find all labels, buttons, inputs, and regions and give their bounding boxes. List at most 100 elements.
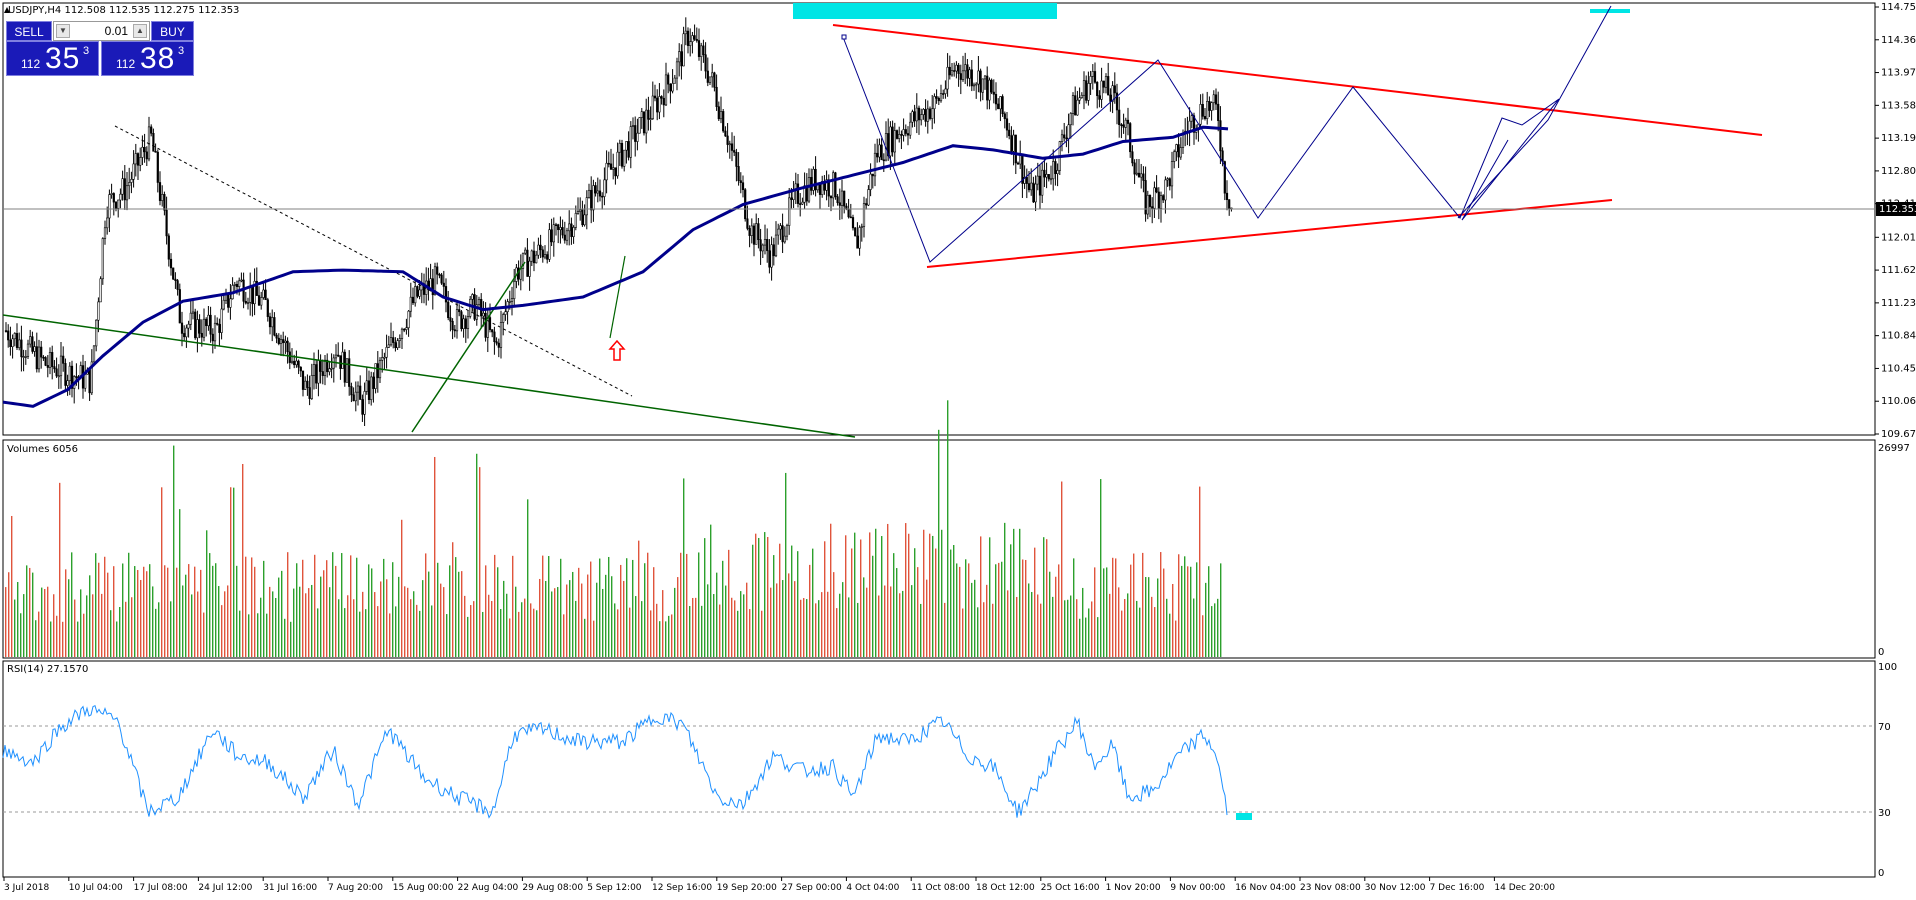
candle-body — [1074, 95, 1077, 116]
time-axis-label: 14 Dec 20:00 — [1494, 883, 1555, 893]
sell-button[interactable]: SELL — [6, 21, 52, 41]
volume-bar — [461, 571, 463, 657]
candle-body — [345, 358, 349, 383]
buy-button[interactable]: BUY — [151, 21, 194, 41]
candle-body — [64, 363, 67, 386]
candle-body — [975, 83, 978, 86]
candle-body — [497, 342, 500, 348]
lot-size-input[interactable] — [72, 22, 131, 40]
candle-body — [847, 208, 850, 218]
candle-body — [1225, 192, 1229, 200]
volume-bar — [842, 582, 844, 657]
time-axis-label: 25 Oct 16:00 — [1041, 883, 1100, 893]
volume-bar — [956, 563, 958, 657]
candle-body — [968, 69, 971, 79]
candle-body — [312, 364, 316, 376]
volume-bar — [626, 558, 628, 657]
candle-body — [66, 380, 69, 386]
candle-body — [33, 346, 36, 352]
volume-bar — [947, 400, 949, 657]
volume-bar — [590, 561, 592, 657]
collapse-triangle-icon[interactable] — [4, 7, 10, 13]
candle-body — [1049, 178, 1053, 181]
volume-bar — [176, 567, 178, 657]
candle-body — [367, 380, 371, 400]
candle-body — [385, 346, 388, 358]
volume-bar — [821, 592, 823, 657]
candle-body — [438, 273, 441, 276]
candle-body — [737, 166, 740, 181]
buy-price-button[interactable]: 112 38 3 — [101, 41, 194, 76]
candle-body — [222, 299, 225, 310]
volume-bar — [185, 574, 187, 657]
volume-bar — [14, 599, 16, 657]
volume-bar — [203, 612, 205, 657]
candle-body — [244, 300, 247, 304]
candle-body — [902, 129, 905, 136]
candle-body — [1065, 137, 1068, 140]
candle-body — [926, 108, 929, 122]
candle-body — [455, 309, 459, 332]
candle-body — [1208, 100, 1211, 111]
volume-bar — [860, 539, 862, 657]
volume-bar — [77, 621, 79, 657]
volume-bar — [440, 583, 442, 657]
candle-body — [15, 333, 19, 348]
projection-line — [1457, 5, 1612, 219]
volume-bar — [818, 600, 820, 657]
volume-bar — [1193, 598, 1195, 657]
volume-bar — [227, 585, 229, 657]
candle-body — [1148, 194, 1152, 207]
candle-body — [9, 339, 12, 348]
time-axis-label: 12 Sep 16:00 — [652, 883, 712, 893]
volume-bar — [488, 594, 490, 657]
lot-decrease-icon[interactable]: ▼ — [56, 24, 70, 38]
candle-body — [99, 278, 102, 303]
candle-body — [548, 229, 551, 260]
volume-bar — [1196, 562, 1198, 657]
anchor-point-marker — [841, 34, 847, 40]
volume-bar — [704, 538, 706, 657]
candle-body — [1166, 178, 1169, 181]
volume-bar — [848, 597, 850, 657]
candle-body — [964, 64, 967, 72]
candle-body — [803, 185, 806, 203]
top-highlight-bar — [793, 3, 1057, 19]
volume-bar — [920, 603, 922, 657]
volume-bar — [758, 537, 760, 657]
volume-bar — [410, 599, 412, 657]
candle-body — [1104, 76, 1108, 88]
time-axis: 3 Jul 2018 10 Jul 04:00 17 Jul 08:00 24 Jul… — [3, 877, 1555, 893]
volume-bar — [377, 606, 379, 657]
candle-body — [579, 209, 582, 212]
candle-body — [876, 152, 879, 158]
candle-body — [961, 70, 965, 80]
volume-bar — [500, 609, 502, 657]
candle-body — [339, 355, 342, 369]
candle-body — [682, 33, 685, 67]
sell-price-button[interactable]: 112 35 3 — [6, 41, 99, 76]
rsi-panel[interactable]: RSI(14) 27.1570 100 70 30 0 — [2, 660, 1897, 879]
volume-bar — [698, 552, 700, 657]
candle-body — [1133, 162, 1136, 175]
volumes-panel[interactable]: Volumes 6056 26997 0 — [2, 400, 1910, 659]
candle-body — [620, 142, 624, 167]
candle-body — [535, 254, 538, 264]
candle-body — [180, 322, 184, 334]
candle-body — [920, 114, 923, 121]
candle-body — [772, 244, 775, 257]
candle-body — [614, 167, 617, 177]
volume-bar — [1079, 618, 1081, 657]
candle-body — [1038, 175, 1042, 196]
lot-increase-icon[interactable]: ▲ — [133, 24, 147, 38]
candle-body — [726, 135, 729, 145]
candle-body — [202, 318, 206, 338]
volume-bar — [641, 601, 643, 657]
candle-body — [253, 280, 256, 305]
candle-body — [389, 337, 393, 346]
price-panel[interactable]: USDJPY,H4 112.508 112.535 112.275 112.35… — [2, 2, 1876, 438]
candle-body — [510, 298, 514, 302]
volume-bar — [560, 558, 562, 657]
volume-bar — [1157, 578, 1159, 657]
